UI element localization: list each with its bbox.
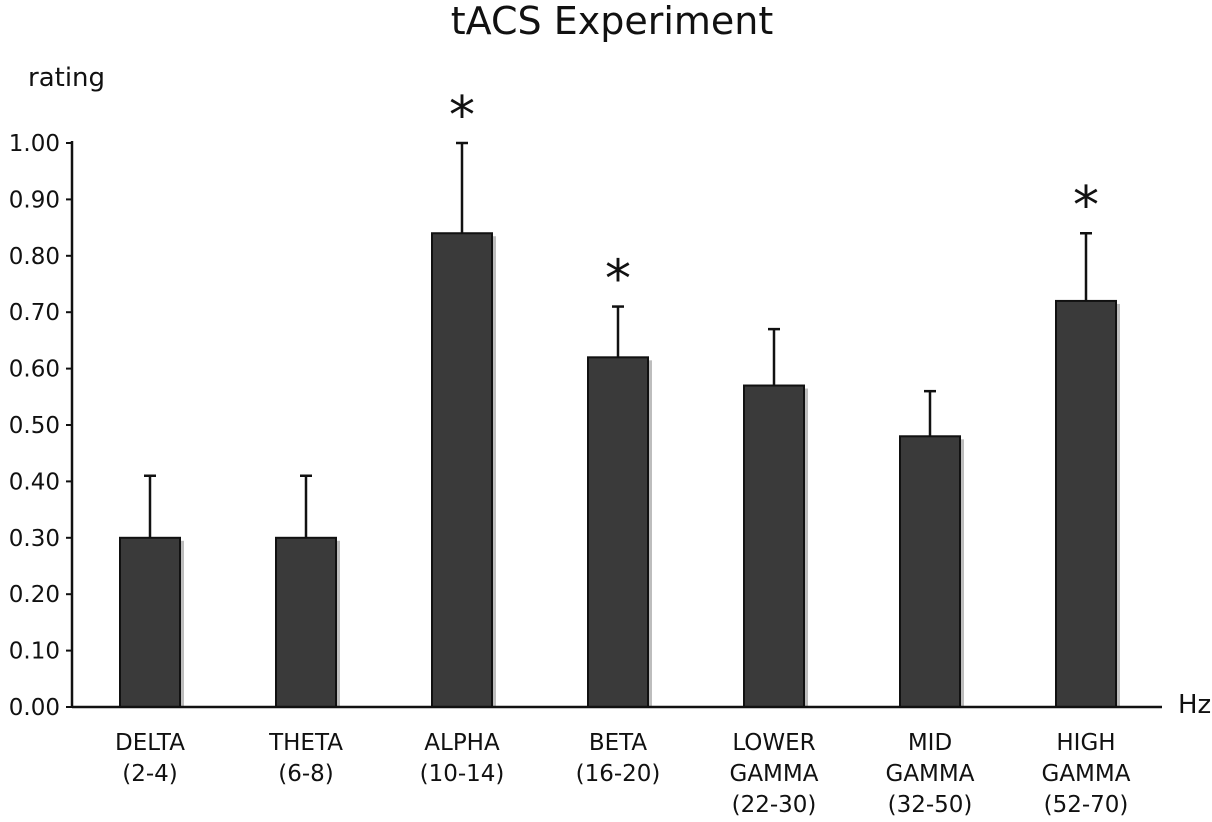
significance-markers: * * *	[449, 86, 1099, 310]
y-tick-label: 0.10	[9, 639, 60, 665]
x-axis-label: Hz	[1178, 690, 1211, 720]
category-label: GAMMA	[886, 761, 975, 787]
bar	[1055, 299, 1117, 708]
significance-marker: *	[605, 250, 631, 310]
category-label: (6-8)	[278, 761, 334, 787]
bar	[431, 232, 493, 709]
bar	[899, 435, 961, 708]
category-labels: DELTA (2-4) THETA (6-8) ALPHA (10-14) BETA (16-…	[115, 730, 1131, 818]
category-label: (22-30)	[732, 792, 817, 818]
category-label: ALPHA	[424, 730, 500, 756]
y-tick-label: 0.60	[9, 357, 60, 383]
category-label: HIGH	[1056, 730, 1115, 756]
category-label: (16-20)	[576, 761, 661, 787]
y-tick-label: 0.20	[9, 582, 60, 608]
category-label: (2-4)	[122, 761, 178, 787]
bars	[119, 232, 1120, 709]
category-label: BETA	[589, 730, 648, 756]
y-tick-label: 0.80	[9, 244, 60, 270]
bar	[743, 384, 805, 708]
y-tick-label: 0.30	[9, 526, 60, 552]
bar	[119, 536, 181, 708]
category-label: GAMMA	[730, 761, 819, 787]
y-tick-label: 1.00	[9, 131, 60, 157]
category-label: MID	[908, 730, 952, 756]
y-tick-label: 0.50	[9, 413, 60, 439]
significance-marker: *	[449, 86, 475, 146]
y-axis-label: rating	[28, 63, 105, 93]
category-label: (32-50)	[888, 792, 973, 818]
y-tick-label: 0.90	[9, 187, 60, 213]
y-tick-label: 0.00	[9, 695, 60, 721]
bar	[587, 356, 649, 708]
error-bars	[144, 141, 1092, 538]
category-label: (52-70)	[1044, 792, 1129, 818]
y-ticks: 0.00 0.10 0.20 0.30 0.40 0.50 0.60 0.70 0.80 0.90…	[9, 131, 72, 721]
chart-title: tACS Experiment	[451, 0, 774, 43]
category-label: (10-14)	[420, 761, 505, 787]
y-tick-label: 0.70	[9, 300, 60, 326]
category-label: LOWER	[732, 730, 815, 756]
significance-marker: *	[1073, 176, 1099, 236]
y-tick-label: 0.40	[9, 469, 60, 495]
category-label: GAMMA	[1042, 761, 1131, 787]
category-label: DELTA	[115, 730, 185, 756]
category-label: THETA	[268, 730, 343, 756]
bar	[275, 536, 337, 708]
